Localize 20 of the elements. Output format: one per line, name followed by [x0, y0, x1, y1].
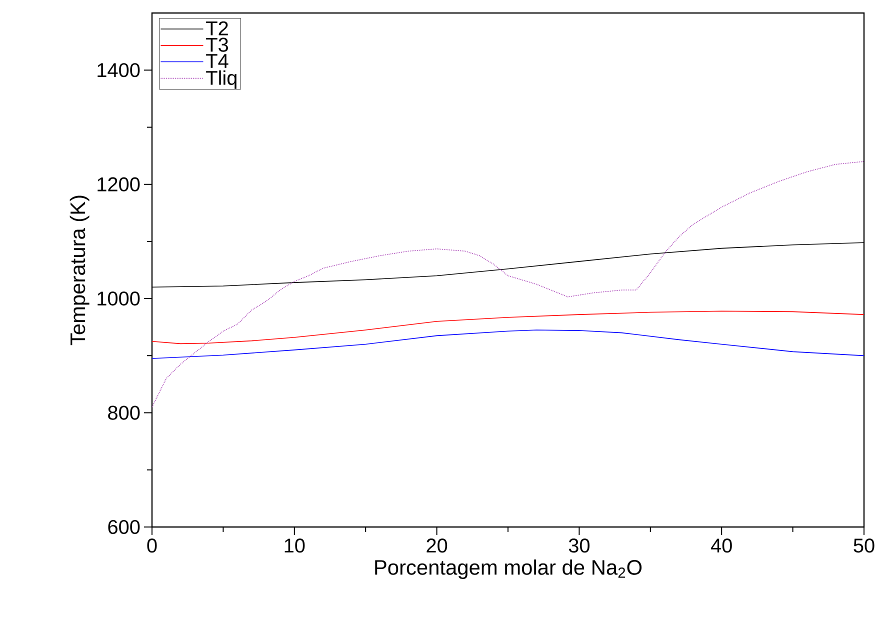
x-axis-title: Porcentagem molar de Na$_{2}$O: [375, 559, 642, 579]
x-tick-label: 10: [284, 538, 305, 553]
y-tick-label: 1400: [98, 63, 140, 78]
legend-label: T2: [206, 21, 228, 36]
x-tick-label: 30: [568, 538, 590, 553]
line-series: [152, 161, 864, 408]
x-tick-label: 20: [426, 538, 448, 553]
line-series: [152, 330, 864, 359]
legend-label: Tliq: [206, 70, 236, 89]
line-series: [152, 310, 864, 344]
legend-label: T4: [206, 54, 228, 68]
y-tick-label: 800: [108, 406, 140, 420]
x-tick-label: 50: [854, 538, 874, 553]
y-axis-title: Temperatura (K): [70, 196, 90, 346]
x-tick-label: 40: [710, 538, 732, 553]
legend-label: T3: [206, 38, 228, 52]
y-tick-label: 1000: [98, 292, 140, 306]
x-tick-label: 0: [147, 538, 157, 553]
y-tick-label: 1200: [98, 177, 140, 192]
y-tick-label: 600: [108, 520, 140, 534]
